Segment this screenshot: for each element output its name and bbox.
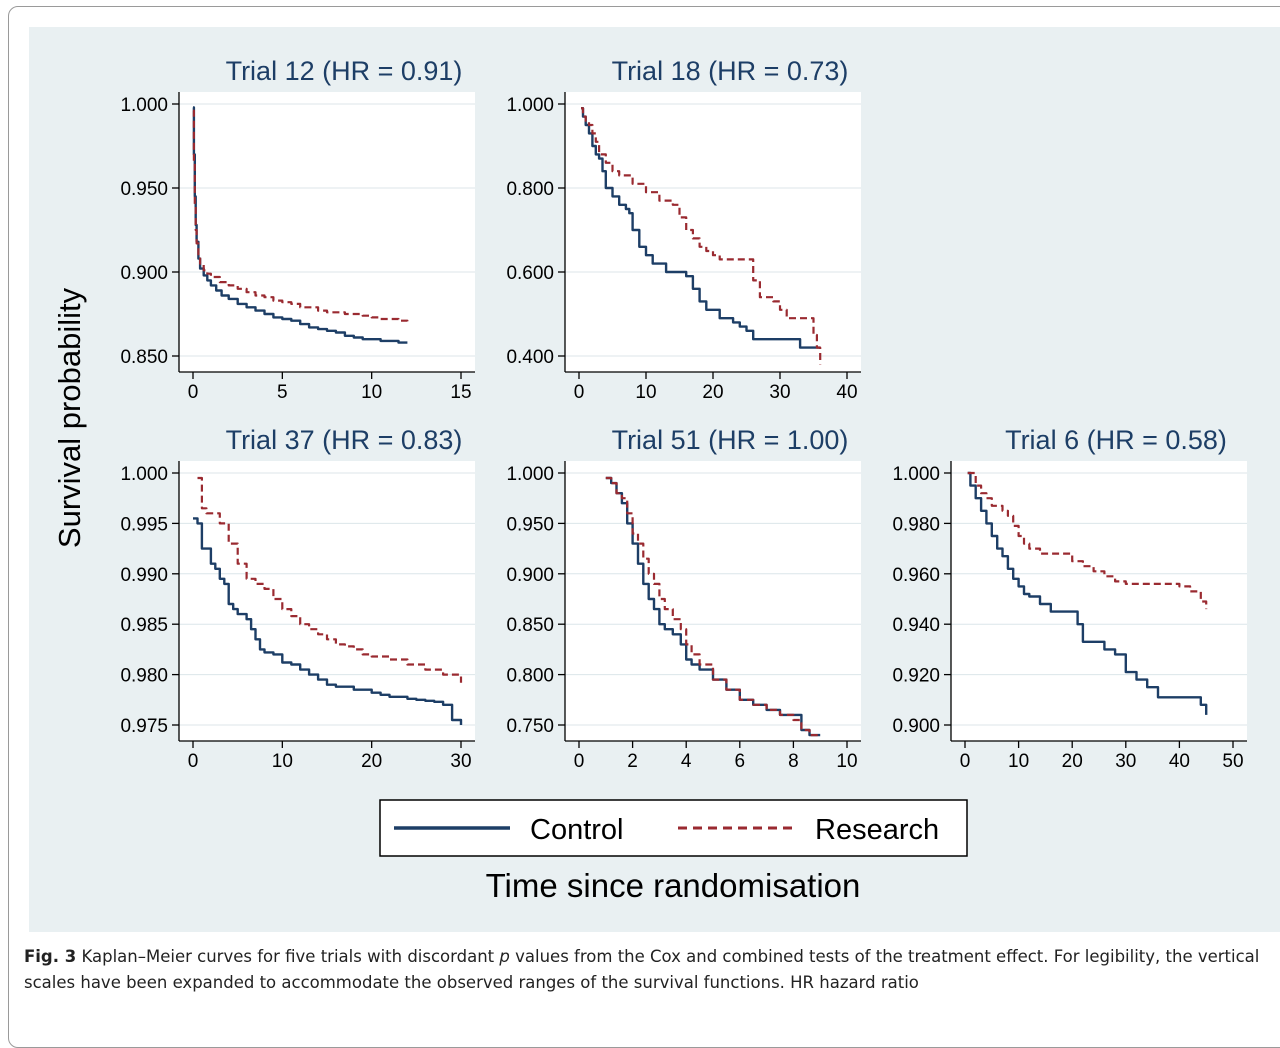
x-tick-label: 40 xyxy=(836,382,857,403)
panel-title: Trial 51 (HR = 1.00) xyxy=(612,425,849,455)
series-research-line xyxy=(967,471,1208,610)
y-tick-label: 1.000 xyxy=(120,464,168,485)
y-tick-label: 0.400 xyxy=(506,347,554,368)
panel-title: Trial 37 (HR = 0.83) xyxy=(226,425,463,455)
y-tick-label: 1.000 xyxy=(506,464,554,485)
y-tick-label: 0.750 xyxy=(506,716,554,737)
panel-2: 0.400 0.600 0.800 1.000 0 10 20 30 40 Trial 18 (H… xyxy=(506,56,861,403)
plot-area xyxy=(951,461,1247,741)
x-tick-label: 10 xyxy=(635,382,656,403)
panel-1: 0.850 0.900 0.950 1.000 0 5 10 15 Trial 12 (HR =… xyxy=(120,56,475,403)
panel-title: Trial 12 (HR = 0.91) xyxy=(226,56,463,86)
x-tick-label: 4 xyxy=(681,751,692,772)
y-tick-label: 0.980 xyxy=(120,666,168,687)
x-tick-label: 40 xyxy=(1169,751,1190,772)
y-tick-label: 0.900 xyxy=(506,565,554,586)
caption-text-part2: values from the Cox and combined tests o… xyxy=(24,947,1260,992)
series-control-line xyxy=(192,106,408,344)
y-tick-label: 0.900 xyxy=(120,263,168,284)
x-tick-label: 10 xyxy=(272,751,293,772)
x-tick-label: 10 xyxy=(1008,751,1029,772)
y-tick-label: 0.800 xyxy=(506,179,554,200)
x-tick-label: 0 xyxy=(574,382,585,403)
y-tick-label: 0.995 xyxy=(120,514,168,535)
x-tick-label: 5 xyxy=(277,382,288,403)
x-axis-label: Time since randomisation xyxy=(486,867,861,904)
legend-research-label: Research xyxy=(815,814,939,846)
x-tick-label: 20 xyxy=(361,751,382,772)
x-tick-label: 50 xyxy=(1222,751,1243,772)
y-tick-label: 0.900 xyxy=(892,716,940,737)
panels: 0.850 0.900 0.950 1.000 0 5 10 15 Trial 12 (HR =… xyxy=(120,56,1247,772)
x-tick-label: 0 xyxy=(188,751,199,772)
y-tick-label: 0.960 xyxy=(892,565,940,586)
x-tick-label: 0 xyxy=(188,382,199,403)
y-axis-label: Survival probability xyxy=(52,287,87,548)
plot-area xyxy=(179,92,475,372)
series-research-line xyxy=(197,476,463,683)
x-tick-label: 30 xyxy=(769,382,790,403)
y-tick-label: 0.950 xyxy=(506,514,554,535)
series-research-line xyxy=(192,109,409,323)
y-tick-label: 0.985 xyxy=(120,615,168,636)
plot-area xyxy=(565,92,861,372)
x-tick-label: 30 xyxy=(450,751,471,772)
y-tick-label: 0.850 xyxy=(120,347,168,368)
y-tick-label: 0.950 xyxy=(120,179,168,200)
figure-caption: Fig. 3 Kaplan–Meier curves for five tria… xyxy=(24,944,1274,996)
y-tick-label: 0.800 xyxy=(506,666,554,687)
x-tick-label: 6 xyxy=(735,751,746,772)
y-tick-label: 1.000 xyxy=(892,464,940,485)
figure-svg: Survival probability 0.850 0.900 0.950 1.00… xyxy=(29,27,1280,932)
x-tick-label: 2 xyxy=(627,751,638,772)
panel-4: 0.750 0.800 0.850 0.900 0.950 1.000 0 2 4 6 8 10 Tri… xyxy=(506,425,861,772)
x-tick-label: 15 xyxy=(450,382,471,403)
y-tick-label: 1.000 xyxy=(120,95,168,116)
y-tick-label: 0.940 xyxy=(892,615,940,636)
y-tick-label: 0.990 xyxy=(120,565,168,586)
x-tick-label: 20 xyxy=(1062,751,1083,772)
panel-title: Trial 6 (HR = 0.58) xyxy=(1005,425,1227,455)
y-tick-label: 1.000 xyxy=(506,95,554,116)
panel-title: Trial 18 (HR = 0.73) xyxy=(612,56,849,86)
series-research-line xyxy=(581,107,822,365)
x-tick-label: 10 xyxy=(361,382,382,403)
panel-5: 0.900 0.920 0.940 0.960 0.980 1.000 0 10 20 30 40 5… xyxy=(892,425,1247,772)
x-tick-label: 10 xyxy=(836,751,857,772)
caption-text-part1: Kaplan–Meier curves for five trials with… xyxy=(76,947,500,966)
x-tick-label: 30 xyxy=(1115,751,1136,772)
y-tick-label: 0.975 xyxy=(120,716,168,737)
x-tick-label: 20 xyxy=(702,382,723,403)
y-tick-label: 0.850 xyxy=(506,615,554,636)
caption-p-symbol: p xyxy=(499,947,510,966)
x-tick-label: 0 xyxy=(574,751,585,772)
caption-figure-label: Fig. 3 xyxy=(24,947,77,966)
y-tick-label: 0.980 xyxy=(892,514,940,535)
x-tick-label: 8 xyxy=(788,751,799,772)
series-control-line xyxy=(581,107,821,349)
series-control-line xyxy=(193,517,463,725)
plot-area xyxy=(179,461,475,741)
y-tick-label: 0.920 xyxy=(892,666,940,687)
legend: Control Research xyxy=(379,799,968,857)
x-tick-label: 0 xyxy=(960,751,971,772)
series-research-line xyxy=(605,476,821,737)
legend-control-label: Control xyxy=(530,814,624,846)
plot-area xyxy=(565,461,861,741)
y-tick-label: 0.600 xyxy=(506,263,554,284)
series-control-line xyxy=(967,471,1208,715)
panel-3: 0.975 0.980 0.985 0.990 0.995 1.000 0 10 20 30 Tri… xyxy=(120,425,475,772)
